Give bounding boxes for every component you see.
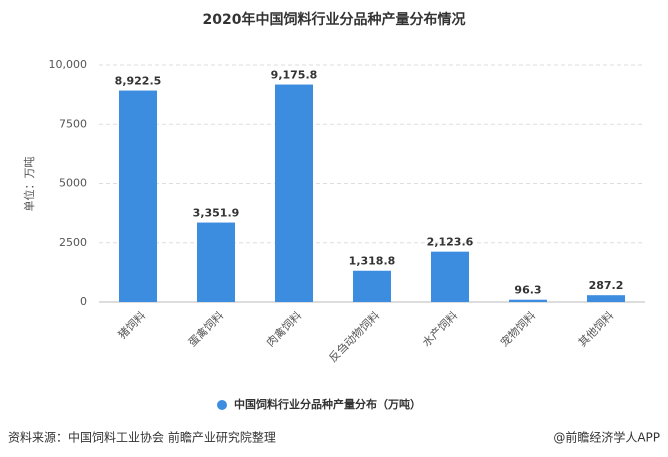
y-tick-label: 2500 [59, 236, 87, 249]
bar [197, 222, 235, 302]
credit: @前瞻经济学人APP [553, 430, 660, 445]
x-tick-label: 猪饲料 [115, 308, 148, 341]
value-label: 2,123.6 [427, 236, 474, 249]
y-tick-label: 7500 [59, 117, 87, 130]
x-tick-label: 蛋禽饲料 [185, 308, 226, 349]
value-label: 9,175.8 [271, 69, 318, 82]
value-label: 96.3 [514, 284, 541, 297]
bar [509, 299, 547, 302]
legend-label: 中国饲料行业分品种产量分布（万吨） [234, 397, 421, 411]
x-tick-label: 水产饲料 [419, 308, 460, 349]
bar [353, 270, 391, 302]
y-axis-label: 单位：万吨 [22, 157, 36, 212]
bar [275, 84, 313, 302]
value-label: 1,318.8 [349, 255, 396, 268]
value-label: 287.2 [589, 279, 624, 292]
legend-marker [217, 400, 227, 410]
x-tick-label: 反刍动物饲料 [326, 308, 383, 365]
source: 资料来源：中国饲料工业协会 前瞻产业研究院整理 [8, 430, 276, 445]
x-tick-label: 其他饲料 [575, 308, 616, 349]
y-tick-label: 0 [80, 295, 87, 308]
value-label: 8,922.5 [115, 75, 162, 88]
value-label: 3,351.9 [193, 207, 240, 220]
y-tick-label: 10,000 [49, 58, 88, 71]
chart-title: 2020年中国饲料行业分品种产量分布情况 [203, 11, 466, 28]
bar [431, 251, 469, 302]
bar [119, 90, 157, 303]
x-tick-label: 肉禽饲料 [263, 308, 304, 349]
bar [587, 295, 625, 302]
x-tick-label: 宠物饲料 [497, 308, 538, 349]
y-tick-label: 5000 [59, 177, 87, 190]
